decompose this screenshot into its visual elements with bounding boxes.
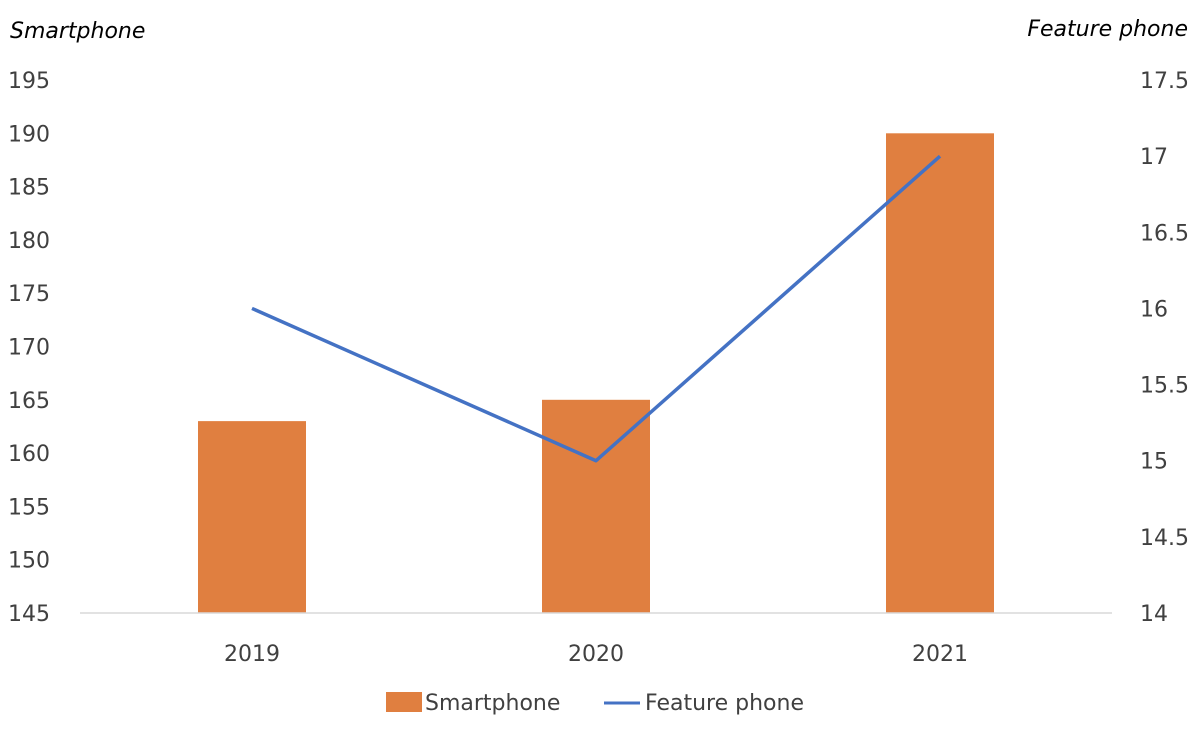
- legend-label-feature-phone: Feature phone: [645, 691, 804, 716]
- bar-2019: [198, 421, 306, 613]
- right-tick-label: 17: [1140, 145, 1168, 170]
- right-tick-label: 14.5: [1140, 526, 1189, 551]
- bar-series: [198, 133, 994, 614]
- category-label: 2020: [568, 642, 624, 667]
- line-series: [251, 154, 942, 463]
- left-tick-label: 155: [8, 495, 50, 520]
- left-tick-label: 170: [8, 336, 50, 361]
- left-tick-label: 160: [8, 442, 50, 467]
- legend-swatch-smartphone: [386, 692, 422, 712]
- left-tick-label: 190: [8, 122, 50, 147]
- left-tick-label: 180: [8, 229, 50, 254]
- right-tick-label: 17.5: [1140, 69, 1189, 94]
- right-axis-ticks: 14 14.5 15 15.5 16 16.5 17 17.5: [1140, 69, 1189, 627]
- left-tick-label: 165: [8, 389, 50, 414]
- right-tick-label: 16: [1140, 297, 1168, 322]
- left-axis-ticks: 145 150 155 160 165 170 175 180 185 190 195: [8, 69, 50, 627]
- bar-2020: [542, 399, 650, 613]
- right-tick-label: 15.5: [1140, 374, 1189, 399]
- right-axis-title: Feature phone: [1027, 17, 1188, 42]
- legend: Smartphone Feature phone: [386, 691, 804, 716]
- left-tick-label: 195: [8, 69, 50, 94]
- category-label: 2019: [224, 642, 280, 667]
- right-tick-label: 14: [1140, 602, 1168, 627]
- category-labels: 2019 2020 2021: [224, 642, 968, 667]
- right-tick-label: 15: [1140, 450, 1168, 475]
- right-tick-label: 16.5: [1140, 221, 1189, 246]
- legend-label-smartphone: Smartphone: [425, 691, 560, 716]
- left-tick-label: 175: [8, 282, 50, 307]
- left-tick-label: 145: [8, 602, 50, 627]
- category-label: 2021: [912, 642, 968, 667]
- left-axis-title: Smartphone: [10, 19, 145, 44]
- bar-2021: [886, 133, 994, 614]
- left-tick-label: 150: [8, 549, 50, 574]
- left-tick-label: 185: [8, 176, 50, 201]
